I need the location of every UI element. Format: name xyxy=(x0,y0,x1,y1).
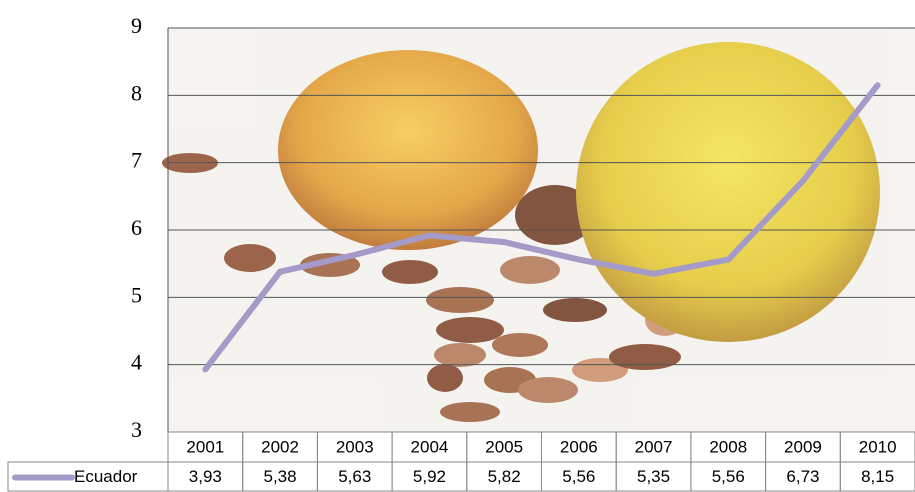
y-tick-label: 5 xyxy=(131,282,142,307)
x-tick-label: 2005 xyxy=(485,437,523,456)
value-label: 8,15 xyxy=(861,467,894,486)
y-tick-label: 4 xyxy=(131,350,142,375)
legend-label: Ecuador xyxy=(74,467,138,486)
data-line xyxy=(202,82,881,373)
y-tick-label: 8 xyxy=(131,80,142,105)
value-label: 3,93 xyxy=(189,467,222,486)
value-label: 5,56 xyxy=(712,467,745,486)
x-tick-label: 2009 xyxy=(784,437,822,456)
x-tick-label: 2001 xyxy=(186,437,224,456)
value-label: 5,38 xyxy=(264,467,297,486)
value-label: 5,56 xyxy=(562,467,595,486)
x-tick-label: 2007 xyxy=(635,437,673,456)
y-tick-label: 9 xyxy=(131,13,142,38)
value-label: 5,82 xyxy=(488,467,521,486)
x-tick-label: 2004 xyxy=(411,437,449,456)
value-label: 5,92 xyxy=(413,467,446,486)
x-tick-label: 2006 xyxy=(560,437,598,456)
value-label: 5,63 xyxy=(338,467,371,486)
x-tick-label: 2008 xyxy=(709,437,747,456)
data-table: 2001 2002 2003 2004 2005 2006 2007 2008 2009 2010… xyxy=(7,431,915,492)
value-label: 6,73 xyxy=(786,467,819,486)
x-tick-label: 2002 xyxy=(261,437,299,456)
x-tick-label: 2003 xyxy=(336,437,374,456)
y-tick-label: 6 xyxy=(131,215,142,240)
value-label: 5,35 xyxy=(637,467,670,486)
y-tick-label: 3 xyxy=(131,417,142,442)
x-tick-label: 2010 xyxy=(859,437,897,456)
y-tick-label: 7 xyxy=(131,148,142,173)
